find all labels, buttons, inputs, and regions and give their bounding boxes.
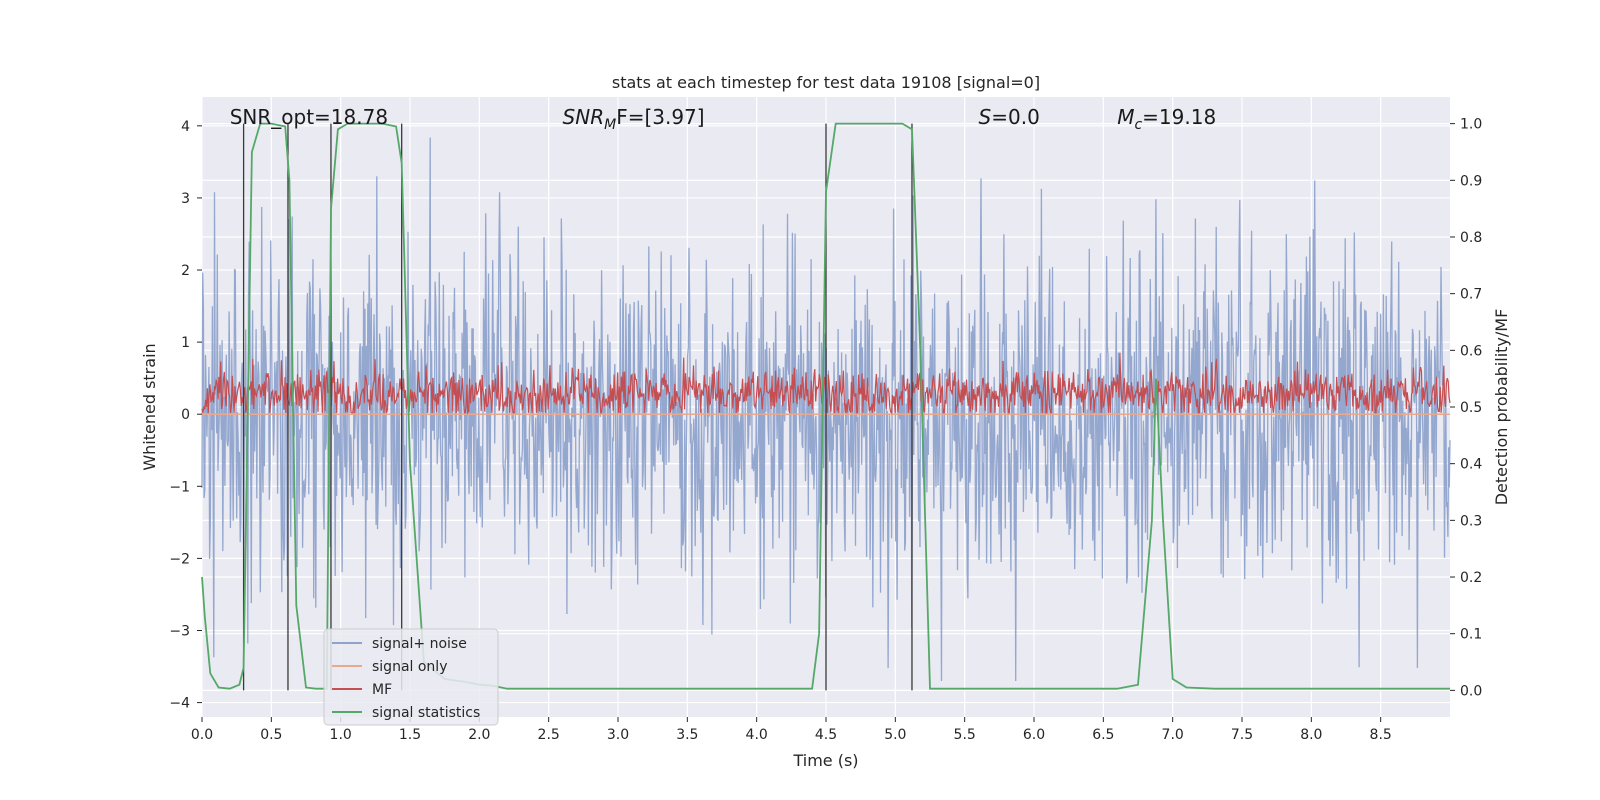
y-tick-label: −3 [169,623,190,639]
y-tick-label: 0 [181,407,190,423]
y2-tick-label: 0.0 [1460,683,1482,699]
x-axis-label: Time (s) [792,751,858,770]
x-tick-label: 5.0 [884,727,906,743]
x-tick-label: 6.5 [1092,727,1114,743]
y2-tick-label: 0.7 [1460,287,1482,303]
legend-entry: signal only [372,659,447,675]
annotation-3: Mc=19.18 [1117,105,1216,133]
x-tick-label: 5.5 [954,727,976,743]
y-tick-label: −1 [169,479,190,495]
x-tick-label: 4.5 [815,727,837,743]
y-tick-label: 3 [181,191,190,207]
x-tick-label: 7.0 [1162,727,1184,743]
x-tick-label: 4.0 [746,727,768,743]
legend-entry: signal statistics [372,705,480,721]
x-tick-label: 8.5 [1370,727,1392,743]
annotations: SNR_opt=18.78 SNRMF=[3.97] S=0.0 Mc=19.18 [230,105,1216,133]
y-tick-label: 2 [181,263,190,279]
y2-tick-label: 0.8 [1460,230,1482,246]
legend-entry: signal+ noise [372,636,467,652]
annotation-2: S=0.0 [979,105,1040,129]
y2-tick-label: 0.5 [1460,400,1482,416]
y-tick-label: −4 [169,696,190,712]
x-tick-label: 7.5 [1231,727,1253,743]
y-tick-label: −2 [169,551,190,567]
detection-markers [242,123,913,691]
legend-box [323,628,499,726]
annotation-0: SNR_opt=18.78 [230,105,388,129]
x-tick-label: 0.0 [191,727,213,743]
y2-tick-label: 0.6 [1460,343,1482,359]
x-tick-label: 3.0 [607,727,629,743]
y-tick-label: 4 [181,119,190,135]
y-tick-label: 1 [181,335,190,351]
x-axis-ticks: 0.0 0.5 1.0 1.5 2.0 2.5 3.0 3.5 4.0 4.5 5.0 5.5 6.0 6… [191,717,1392,743]
y2-tick-label: 0.1 [1460,627,1482,643]
x-tick-label: 1.5 [399,727,421,743]
y2-axis-label: Detection probability/MF [1492,309,1511,506]
y-axis-label: Whitened strain [140,343,159,470]
legend-entry: MF [372,682,392,698]
x-tick-label: 6.0 [1023,727,1045,743]
y2-tick-label: 0.2 [1460,570,1482,586]
x-tick-label: 2.5 [538,727,560,743]
annotation-1: SNRMF=[3.97] [563,105,705,133]
y-axis-ticks: 4 3 2 1 0 −1 −2 −3 −4 [169,119,202,712]
x-tick-label: 8.0 [1300,727,1322,743]
x-tick-label: 1.0 [330,727,352,743]
y2-tick-label: 0.4 [1460,457,1482,473]
legend: signal+ noise signal only MF signal statist… [323,628,499,726]
y2-tick-label: 1.0 [1460,117,1482,133]
y2-axis-ticks: 1.0 0.9 0.8 0.7 0.6 0.5 0.4 0.3 0.2 0.1 0.0 [1450,117,1482,699]
y2-tick-label: 0.9 [1460,173,1482,189]
y2-tick-label: 0.3 [1460,513,1482,529]
x-tick-label: 3.5 [676,727,698,743]
chart-title: stats at each timestep for test data 191… [612,73,1040,92]
x-tick-label: 2.0 [468,727,490,743]
x-tick-label: 0.5 [260,727,282,743]
